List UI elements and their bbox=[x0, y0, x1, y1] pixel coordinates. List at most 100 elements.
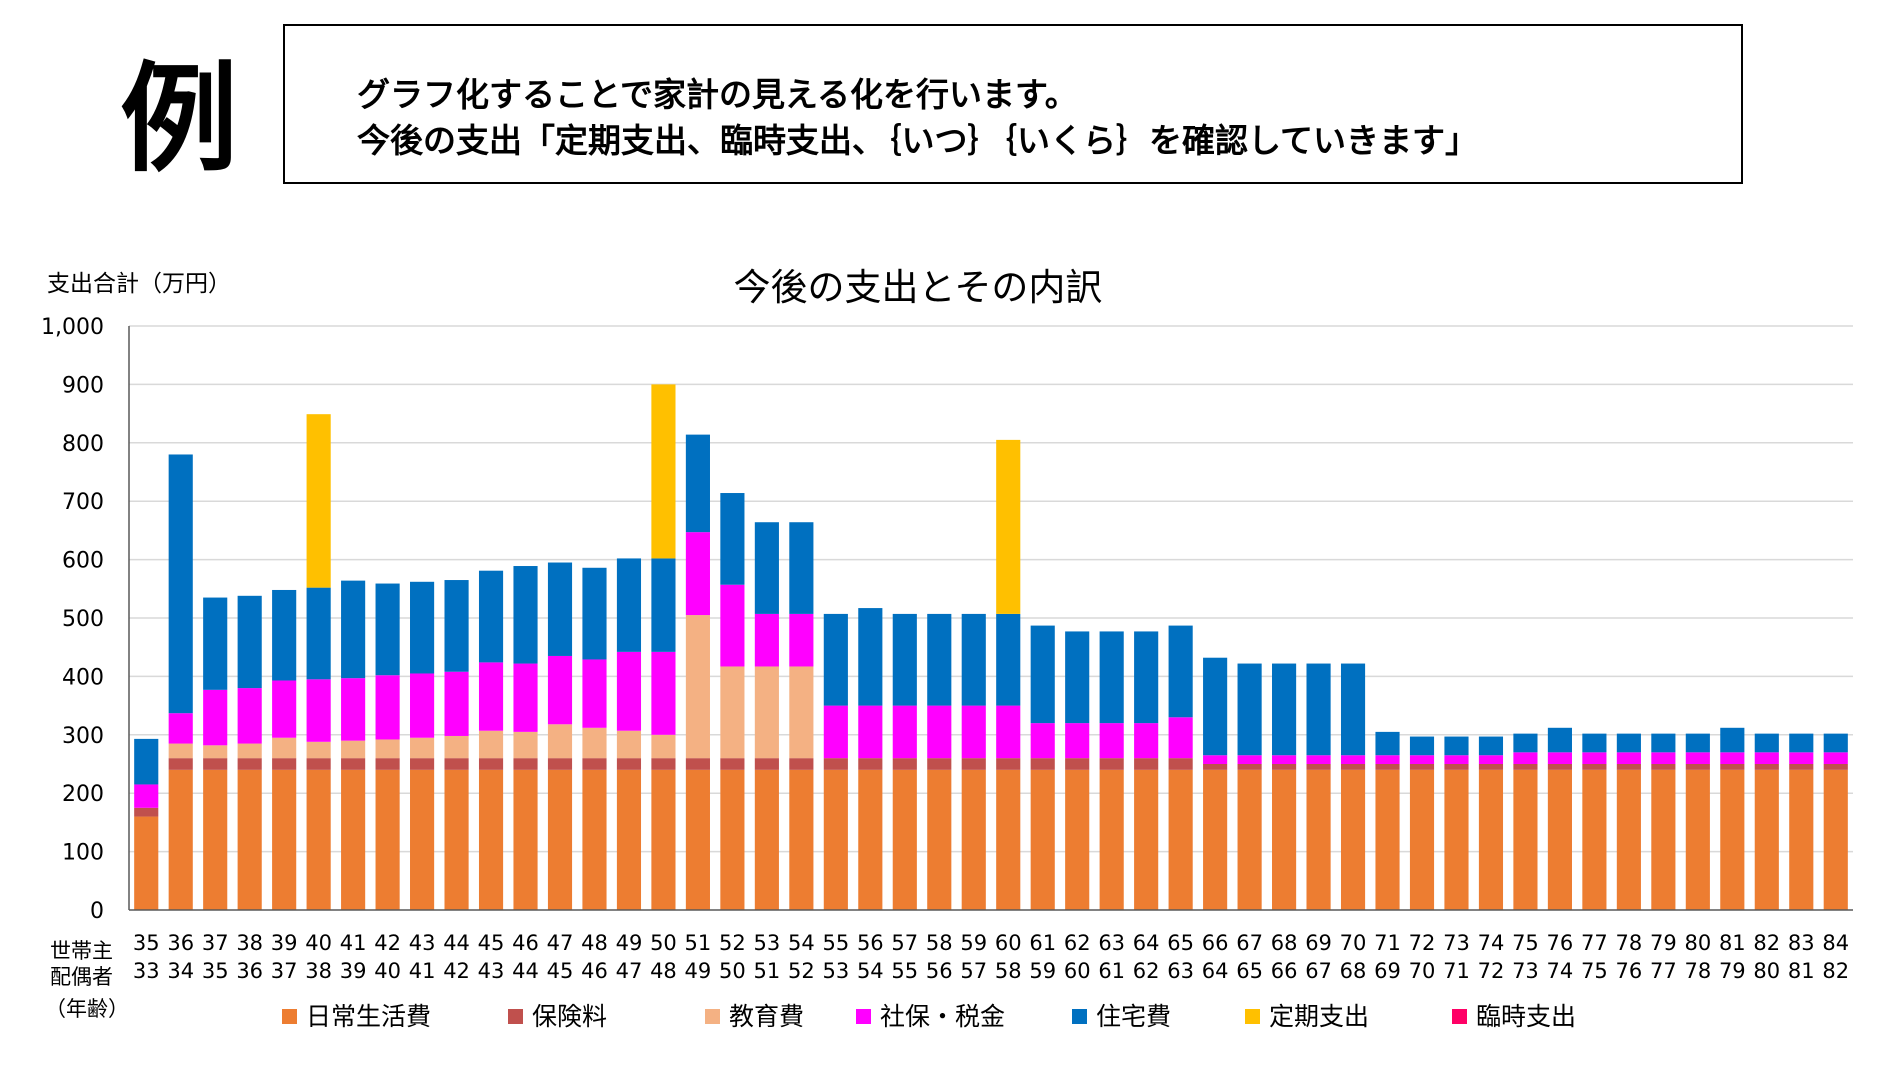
bar-segment bbox=[547, 655, 573, 725]
bar-segment bbox=[685, 532, 710, 616]
y-tick-label: 900 bbox=[62, 373, 104, 398]
x-tick-householder: 72 bbox=[1409, 931, 1436, 955]
x-tick-spouse: 59 bbox=[1029, 959, 1056, 983]
legend-swatch bbox=[508, 1009, 523, 1024]
x-tick-spouse: 68 bbox=[1340, 959, 1367, 983]
x-tick-spouse: 50 bbox=[719, 959, 746, 983]
x-tick-spouse: 36 bbox=[236, 959, 263, 983]
bar-segment bbox=[616, 651, 642, 731]
x-tick-householder: 77 bbox=[1581, 931, 1608, 955]
bar-segment bbox=[272, 737, 297, 759]
bar-segment bbox=[1203, 755, 1228, 764]
bar-segment bbox=[1375, 731, 1400, 756]
bar-segment bbox=[1616, 769, 1641, 910]
bar-segment bbox=[1685, 752, 1710, 764]
bar-segment bbox=[823, 769, 848, 910]
row-label-spouse: 配偶者 bbox=[50, 965, 113, 989]
bar-segment bbox=[685, 615, 710, 759]
x-tick-householder: 41 bbox=[340, 931, 367, 955]
bar-segment bbox=[720, 493, 745, 585]
x-tick-householder: 58 bbox=[926, 931, 953, 955]
x-tick-spouse: 45 bbox=[547, 959, 574, 983]
bar-segment bbox=[1306, 764, 1331, 770]
x-tick-householder: 68 bbox=[1271, 931, 1298, 955]
bar-segment bbox=[927, 705, 952, 759]
bar-segment bbox=[754, 613, 779, 667]
note-line-1: グラフ化することで家計の見える化を行います。 bbox=[357, 75, 1078, 114]
bar-segment bbox=[1134, 758, 1159, 770]
bar-segment bbox=[927, 758, 952, 770]
legend-entry: 定期支出 bbox=[1269, 1002, 1369, 1031]
legend-entry: 保険料 bbox=[532, 1002, 607, 1031]
y-tick-label: 700 bbox=[62, 490, 104, 515]
legend-swatch bbox=[705, 1009, 720, 1024]
bar-segment bbox=[168, 454, 193, 714]
x-tick-spouse: 41 bbox=[409, 959, 436, 983]
bar-segment bbox=[789, 522, 814, 614]
x-tick-householder: 43 bbox=[409, 931, 436, 955]
bar-segment bbox=[685, 758, 710, 770]
bar-segment bbox=[1823, 764, 1848, 770]
x-tick-householder: 45 bbox=[478, 931, 505, 955]
bar-segment bbox=[410, 581, 435, 674]
x-tick-spouse: 61 bbox=[1098, 959, 1125, 983]
x-tick-householder: 69 bbox=[1305, 931, 1332, 955]
bar-segment bbox=[616, 769, 642, 910]
bar-segment bbox=[651, 558, 676, 652]
bar-segment bbox=[1823, 733, 1848, 753]
bar-segment bbox=[754, 666, 779, 759]
bar-segment bbox=[513, 731, 538, 759]
x-tick-spouse: 46 bbox=[581, 959, 608, 983]
bar-segment bbox=[858, 769, 883, 910]
bar-segment bbox=[341, 678, 366, 741]
bar-segment bbox=[1272, 764, 1297, 770]
bar-segment bbox=[341, 740, 366, 759]
x-tick-householder: 44 bbox=[443, 931, 470, 955]
bar-segment bbox=[478, 769, 504, 910]
bar-segment bbox=[375, 758, 400, 770]
x-tick-spouse: 77 bbox=[1650, 959, 1677, 983]
bar-segment bbox=[1375, 755, 1400, 764]
x-tick-spouse: 44 bbox=[512, 959, 539, 983]
x-tick-spouse: 53 bbox=[822, 959, 849, 983]
x-tick-spouse: 34 bbox=[167, 959, 194, 983]
x-tick-householder: 50 bbox=[650, 931, 677, 955]
x-tick-householder: 73 bbox=[1443, 931, 1470, 955]
bar-segment bbox=[1409, 764, 1435, 770]
x-tick-spouse: 54 bbox=[857, 959, 884, 983]
legend-swatch bbox=[1245, 1009, 1260, 1024]
legend-swatch bbox=[282, 1009, 297, 1024]
bar-segment bbox=[1478, 755, 1504, 764]
bar-segment bbox=[616, 558, 642, 652]
legend-swatch bbox=[1452, 1009, 1467, 1024]
x-tick-householder: 78 bbox=[1616, 931, 1643, 955]
row-label-householder: 世帯主 bbox=[50, 939, 113, 963]
bar-segment bbox=[1340, 764, 1366, 770]
bar-segment bbox=[306, 587, 331, 680]
bar-segment bbox=[1513, 764, 1538, 770]
bar-segment bbox=[1513, 752, 1538, 764]
bar-segment bbox=[1099, 723, 1124, 759]
x-tick-spouse: 80 bbox=[1753, 959, 1780, 983]
x-tick-householder: 49 bbox=[616, 931, 643, 955]
x-tick-householder: 47 bbox=[547, 931, 574, 955]
x-tick-spouse: 69 bbox=[1374, 959, 1401, 983]
x-tick-householder: 65 bbox=[1167, 931, 1194, 955]
x-tick-householder: 56 bbox=[857, 931, 884, 955]
x-tick-householder: 37 bbox=[202, 931, 229, 955]
x-tick-householder: 55 bbox=[822, 931, 849, 955]
bar-segment bbox=[272, 589, 297, 681]
bar-segment bbox=[685, 434, 710, 533]
bar-segment bbox=[858, 705, 883, 759]
bar-segment bbox=[892, 705, 917, 759]
bar-segment bbox=[1582, 752, 1607, 764]
bar-segment bbox=[237, 595, 262, 689]
bar-segment bbox=[1651, 764, 1676, 770]
y-tick-label: 800 bbox=[62, 432, 104, 457]
x-tick-householder: 39 bbox=[271, 931, 298, 955]
bar-segment bbox=[444, 735, 469, 759]
bar-segment bbox=[444, 671, 469, 736]
bar-segment bbox=[1134, 723, 1159, 759]
legend-entry: 住宅費 bbox=[1096, 1002, 1171, 1031]
bar-segment bbox=[996, 705, 1021, 759]
